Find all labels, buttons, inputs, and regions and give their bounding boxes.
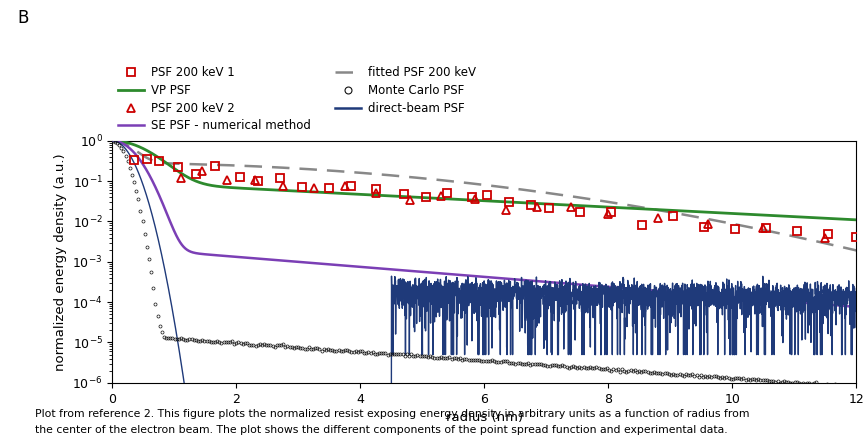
Y-axis label: normalized energy density (a.u.): normalized energy density (a.u.) — [54, 153, 67, 370]
X-axis label: radius (nm): radius (nm) — [445, 411, 523, 424]
Text: the center of the electron beam. The plot shows the different components of the : the center of the electron beam. The plo… — [35, 425, 727, 435]
Text: Plot from reference 2. This figure plots the normalized resist exposing energy d: Plot from reference 2. This figure plots… — [35, 409, 749, 419]
Text: B: B — [17, 9, 29, 27]
Legend: PSF 200 keV 1, VP PSF, PSF 200 keV 2, SE PSF - numerical method, fitted PSF 200 : PSF 200 keV 1, VP PSF, PSF 200 keV 2, SE… — [119, 66, 476, 132]
